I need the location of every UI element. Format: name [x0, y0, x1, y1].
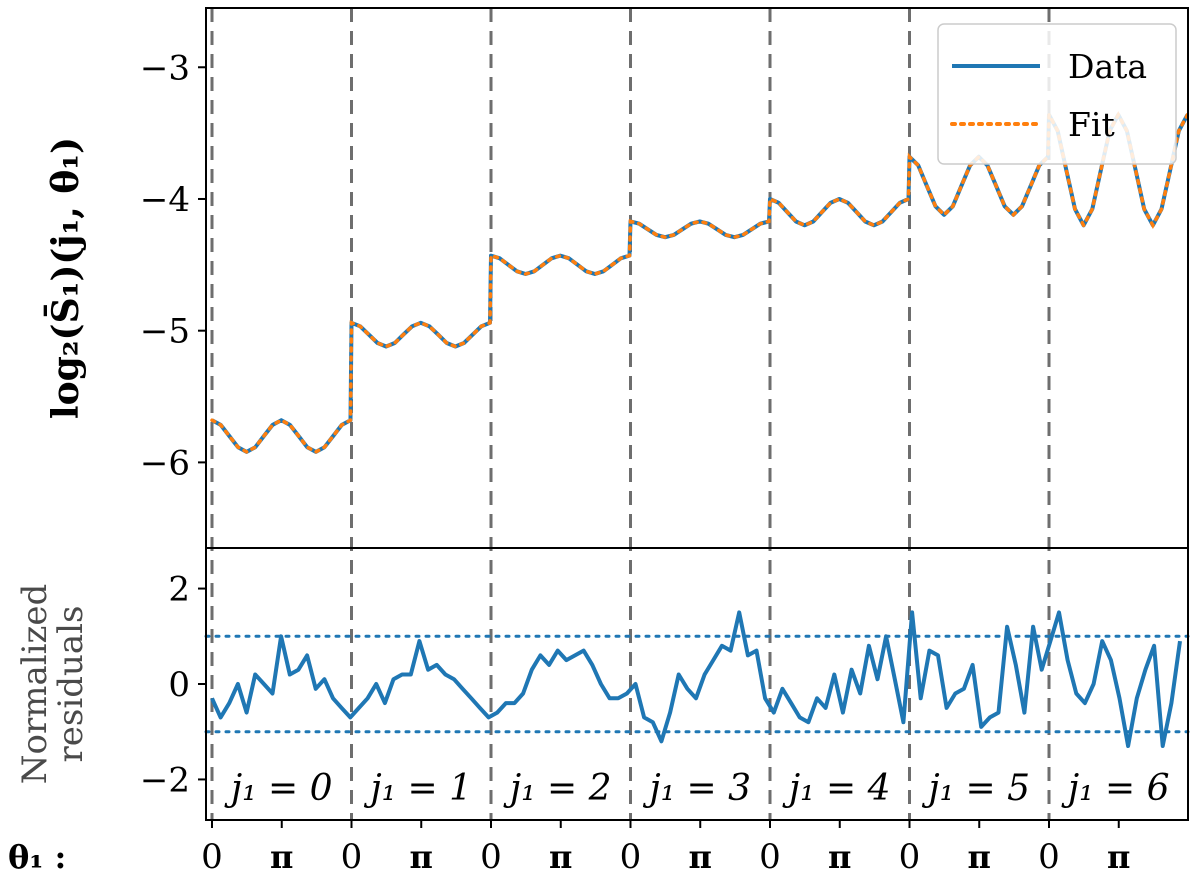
- x-tick-label-pi-6: π: [1107, 838, 1130, 876]
- bottom-y-axis-label-line1: Normalized: [15, 584, 55, 785]
- x-tick-label-zero-0: 0: [201, 837, 223, 877]
- block-label-j1-4: j₁ = 4: [782, 768, 891, 809]
- x-tick-label-pi-4: π: [828, 838, 851, 876]
- block-label-j1-1: j₁ = 1: [363, 768, 472, 809]
- theta-axis-prefix: θ₁ :: [8, 838, 66, 876]
- block-label-j1-5: j₁ = 5: [921, 768, 1030, 809]
- x-tick-label-zero-5: 0: [899, 837, 921, 877]
- x-tick-label-pi-2: π: [549, 838, 572, 876]
- top-y-axis-label: log₂(S̄₁)(j₁, θ₁): [43, 137, 87, 419]
- legend-box: [937, 23, 1177, 165]
- block-label-j1-6: j₁ = 6: [1061, 768, 1170, 809]
- block-labels: j₁ = 0 j₁ = 1 j₁ = 2 j₁ = 3 j₁ = 4 j₁ = 5 j₁ =…: [224, 768, 1170, 809]
- top-y-tick-label-0: −6: [140, 443, 190, 483]
- bottom-panel-series: [210, 610, 1182, 748]
- x-tick-label-pi-1: π: [410, 838, 433, 876]
- x-tick-label-pi-5: π: [968, 838, 991, 876]
- x-tick-label-zero-4: 0: [759, 837, 781, 877]
- x-axis: θ₁ : 0 π 0 π 0 π 0 π 0 π 0 π 0 π: [8, 820, 1130, 877]
- block-separators: [204, 8, 1190, 820]
- x-tick-label-zero-6: 0: [1038, 837, 1060, 877]
- bottom-y-tick-label-0: −2: [140, 760, 190, 800]
- bottom-y-tick-label-1: 0: [168, 665, 190, 705]
- top-y-axis: −6 −5 −4 −3: [140, 48, 206, 483]
- bottom-y-tick-label-2: 2: [168, 570, 190, 610]
- legend: Data Fit: [937, 23, 1177, 165]
- top-y-tick-label-3: −3: [140, 48, 190, 88]
- bottom-y-axis: −2 0 2: [140, 570, 206, 800]
- x-tick-label-pi-0: π: [270, 838, 293, 876]
- bottom-y-axis-label-line2: residuals: [51, 606, 91, 763]
- fit-series-line: [210, 108, 1188, 454]
- x-tick-label-zero-3: 0: [620, 837, 642, 877]
- block-label-j1-0: j₁ = 0: [224, 768, 333, 809]
- data-series-line: [211, 112, 1188, 454]
- block-label-j1-3: j₁ = 3: [642, 768, 751, 809]
- legend-data-label: Data: [1068, 47, 1147, 86]
- top-panel-series: [210, 108, 1188, 454]
- top-y-tick-label-2: −4: [140, 180, 190, 220]
- residuals-line: [210, 610, 1182, 748]
- x-tick-label-zero-1: 0: [341, 837, 363, 877]
- block-label-j1-2: j₁ = 2: [503, 768, 612, 809]
- x-tick-label-pi-3: π: [689, 838, 712, 876]
- top-y-tick-label-1: −5: [140, 312, 190, 352]
- x-tick-label-zero-2: 0: [480, 837, 502, 877]
- legend-fit-label: Fit: [1068, 105, 1115, 144]
